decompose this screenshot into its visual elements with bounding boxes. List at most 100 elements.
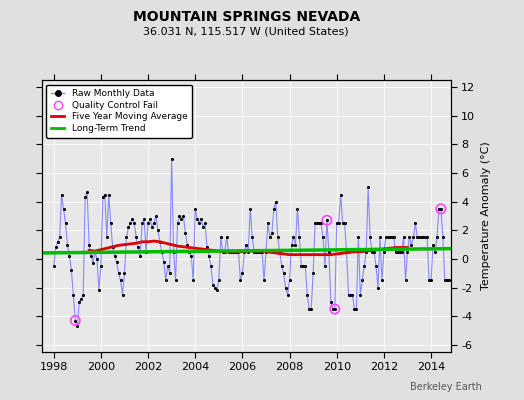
Point [336, 191, 345, 198]
Point [419, 234, 428, 241]
Point [77, 296, 85, 302]
Point [250, 248, 258, 255]
Point [394, 248, 402, 255]
Point [413, 234, 421, 241]
Point [444, 277, 453, 284]
Point [352, 306, 361, 312]
Point [171, 277, 180, 284]
Point [391, 248, 400, 255]
Point [417, 234, 425, 241]
Point [95, 287, 103, 294]
Point [360, 263, 368, 269]
Point [305, 306, 313, 312]
Point [299, 263, 308, 269]
Point [207, 263, 215, 269]
Point [405, 234, 413, 241]
Point [103, 234, 111, 241]
Point [436, 206, 445, 212]
Point [83, 188, 91, 195]
Point [197, 216, 205, 222]
Point [297, 263, 305, 269]
Point [266, 234, 274, 241]
Point [407, 242, 416, 248]
Point [356, 292, 365, 298]
Point [136, 253, 145, 259]
Point [101, 191, 109, 198]
Point [309, 270, 318, 276]
Point [215, 277, 223, 284]
Point [67, 267, 75, 274]
Point [364, 184, 373, 190]
Point [319, 234, 327, 241]
Point [169, 248, 178, 255]
Point [232, 248, 241, 255]
Point [350, 306, 358, 312]
Point [152, 213, 160, 219]
Point [146, 216, 154, 222]
Point [260, 277, 268, 284]
Point [228, 248, 237, 255]
Point [396, 248, 404, 255]
Point [195, 220, 203, 226]
Point [381, 234, 390, 241]
Point [150, 220, 158, 226]
Point [279, 270, 288, 276]
Point [258, 248, 266, 255]
Point [57, 191, 66, 198]
Point [401, 277, 410, 284]
Point [156, 238, 164, 245]
Point [211, 284, 219, 291]
Point [173, 220, 182, 226]
Point [71, 317, 80, 324]
Point [242, 242, 250, 248]
Point [234, 248, 243, 255]
Point [59, 206, 68, 212]
Point [287, 242, 296, 248]
Point [436, 206, 445, 212]
Point [342, 248, 351, 255]
Point [51, 244, 60, 251]
Text: Berkeley Earth: Berkeley Earth [410, 382, 482, 392]
Point [144, 220, 152, 226]
Point [231, 248, 239, 255]
Point [301, 263, 310, 269]
Point [425, 277, 433, 284]
Point [191, 206, 200, 212]
Point [348, 292, 357, 298]
Point [423, 234, 431, 241]
Point [334, 220, 343, 226]
Point [160, 259, 168, 265]
Point [283, 292, 292, 298]
Point [429, 242, 437, 248]
Point [254, 248, 263, 255]
Point [226, 248, 235, 255]
Point [71, 317, 80, 324]
Point [362, 248, 370, 255]
Point [134, 244, 143, 251]
Point [397, 248, 406, 255]
Point [189, 277, 198, 284]
Point [323, 217, 331, 224]
Point [176, 213, 184, 219]
Point [56, 234, 64, 241]
Point [286, 277, 294, 284]
Text: 36.031 N, 115.517 W (United States): 36.031 N, 115.517 W (United States) [144, 26, 349, 36]
Point [321, 263, 329, 269]
Point [185, 248, 193, 255]
Point [66, 253, 74, 259]
Point [354, 234, 363, 241]
Point [262, 248, 270, 255]
Point [443, 277, 451, 284]
Point [50, 263, 58, 269]
Point [148, 224, 156, 231]
Point [63, 242, 72, 248]
Point [138, 220, 146, 226]
Point [179, 213, 188, 219]
Point [122, 234, 130, 241]
Point [203, 244, 211, 251]
Point [142, 248, 150, 255]
Point [326, 299, 335, 305]
Point [216, 234, 225, 241]
Point [289, 234, 298, 241]
Point [315, 220, 323, 226]
